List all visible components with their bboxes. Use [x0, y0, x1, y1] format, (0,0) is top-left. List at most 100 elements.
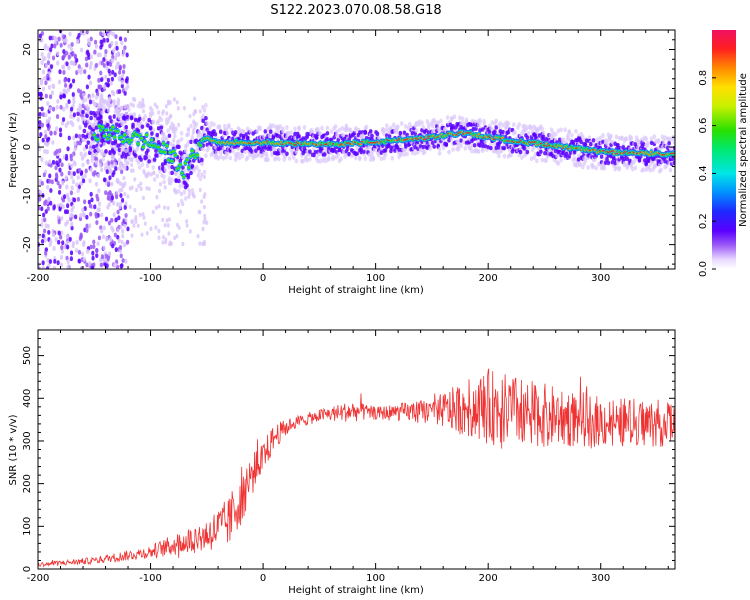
spectrogram-cell	[255, 129, 260, 135]
spectrogram-cell	[517, 122, 522, 127]
spectrogram-cell	[70, 221, 74, 227]
spectrogram-cell	[65, 240, 69, 246]
spectrogram-y-tick-label: 10	[22, 92, 33, 105]
spectrogram-cell	[60, 216, 64, 221]
spectrogram-cell	[62, 106, 66, 112]
spectrogram-cell	[156, 146, 161, 149]
spectrogram-cell	[55, 160, 59, 166]
spectrogram-cell	[139, 157, 143, 162]
spectrogram-cell	[267, 133, 272, 138]
spectrogram-cell	[121, 228, 125, 234]
spectrogram-cell	[480, 143, 485, 149]
spectrogram-cell	[337, 127, 342, 133]
spectrogram-cell	[225, 151, 230, 156]
spectrogram-cell	[133, 177, 137, 182]
spectrogram-cell	[40, 180, 44, 186]
spectrogram-cell	[155, 132, 160, 138]
spectrogram-cell	[245, 126, 250, 132]
spectrogram-cell	[268, 129, 273, 134]
spectrogram-cell	[297, 125, 301, 131]
snr-x-axis-label: Height of straight line (km)	[288, 585, 424, 596]
spectrogram-cell	[150, 138, 154, 142]
spectrogram-cell	[70, 163, 74, 169]
spectrogram-x-tick-label: 100	[366, 273, 385, 284]
spectrogram-cell	[200, 161, 204, 167]
spectrogram-cell	[140, 232, 144, 237]
spectrogram-cell	[179, 191, 183, 197]
spectrogram-cell	[108, 150, 112, 156]
spectrogram-cell	[48, 173, 52, 179]
spectrogram-cell	[94, 152, 99, 157]
spectrogram-cell	[185, 219, 189, 224]
spectrogram-cell	[111, 172, 115, 178]
spectrogram-cell	[414, 120, 419, 126]
spectrogram-cell	[44, 80, 48, 86]
spectrogram-cell	[162, 145, 166, 151]
spectrogram-cell	[69, 83, 73, 88]
spectrogram-cell	[112, 102, 116, 108]
spectrogram-cell	[142, 108, 146, 114]
spectrogram-cell	[177, 189, 181, 194]
spectrogram-cell	[92, 244, 96, 250]
spectrogram-cell	[293, 126, 297, 132]
spectrogram-cell	[87, 41, 92, 47]
spectrogram-cell	[117, 158, 122, 163]
spectrogram-cell	[169, 113, 173, 119]
spectrogram-cell	[495, 149, 500, 155]
spectrogram-cell	[576, 153, 581, 159]
spectrogram-cell	[97, 148, 102, 153]
spectrogram-cell	[96, 129, 100, 134]
spectrogram-cell	[104, 149, 108, 154]
spectrogram-cell	[297, 134, 301, 139]
spectrogram-cell	[46, 60, 51, 66]
spectrogram-cell	[93, 204, 97, 210]
spectrogram-cell	[118, 64, 122, 70]
spectrogram-cell	[106, 256, 110, 262]
spectrogram-cell	[182, 175, 186, 178]
spectrogram-cell	[124, 152, 129, 157]
spectrogram-cell	[386, 143, 391, 149]
spectrogram-cell	[155, 194, 159, 200]
spectrogram-cell	[152, 177, 157, 182]
spectrogram-cell	[85, 30, 89, 35]
spectrogram-y-axis-label: Frequency (Hz)	[8, 112, 19, 188]
spectrogram-cell	[51, 83, 55, 89]
spectrogram-cell	[170, 177, 174, 183]
spectrogram-cell	[281, 128, 285, 134]
spectrogram-cell	[43, 140, 47, 146]
spectrogram-cell	[110, 76, 114, 82]
spectrogram-cell	[672, 139, 675, 145]
spectrogram-cell	[124, 143, 128, 149]
spectrogram-cell	[114, 217, 118, 223]
spectrogram-cell	[522, 146, 527, 151]
spectrogram-cell	[187, 191, 192, 197]
spectrogram-cell	[78, 236, 82, 241]
spectrogram-cell	[439, 118, 443, 124]
colorbar-label: Normalized spectral amplitude	[738, 73, 749, 227]
spectrogram-cell	[85, 223, 89, 229]
spectrogram-x-tick-label: -200	[27, 273, 50, 284]
spectrogram-cell	[51, 55, 56, 61]
spectrogram-cell	[99, 262, 104, 268]
spectrogram-cell	[151, 165, 156, 170]
spectrogram-cell	[179, 136, 184, 142]
spectrogram-cell	[436, 140, 441, 145]
spectrogram-cell	[445, 115, 450, 120]
spectrogram-cell	[587, 135, 592, 141]
spectrogram-cell	[371, 156, 376, 162]
spectrogram-cell	[44, 129, 48, 135]
spectrogram-cell	[121, 233, 125, 239]
spectrogram-cell	[205, 121, 210, 126]
spectrogram-cell	[130, 162, 134, 168]
spectrogram-cell	[117, 115, 122, 121]
spectrogram-cell	[112, 91, 116, 97]
spectrogram-cell	[158, 181, 162, 187]
spectrogram-cell	[124, 78, 128, 84]
snr-x-tick-label: -100	[139, 573, 162, 584]
spectrogram-cell	[150, 131, 154, 136]
spectrogram-cell	[161, 234, 165, 240]
spectrogram-cell	[294, 158, 299, 164]
spectrogram-cell	[103, 84, 107, 90]
spectrogram-cell	[156, 126, 161, 131]
